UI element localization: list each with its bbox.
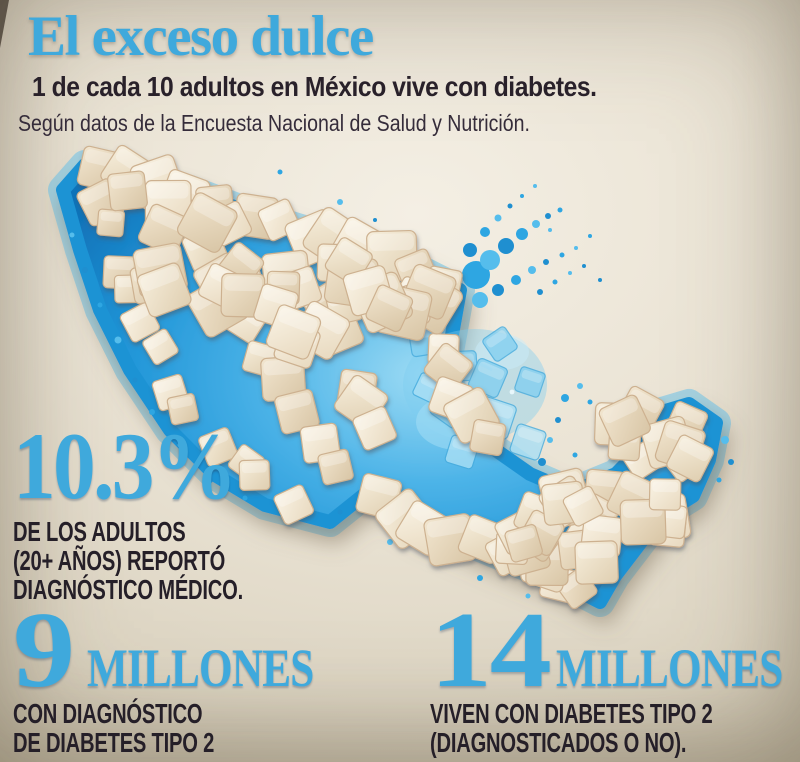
page-title: El exceso dulce	[28, 5, 374, 68]
caption-line: DE DIABETES TIPO 2	[13, 726, 215, 758]
caption-line: (DIAGNOSTICADOS O NO).	[430, 726, 687, 758]
stat-total-value: 14 MILLONES	[430, 591, 800, 710]
stat-diagnosed-caption: CON DIAGNÓSTICO DE DIABETES TIPO 2	[13, 699, 270, 757]
subtitle: 1 de cada 10 adultos en México vive con …	[32, 71, 597, 103]
stat-percentage-value: 10.3%	[13, 413, 237, 519]
sugar-cubes	[76, 144, 714, 610]
caption-line: DE LOS ADULTOS	[13, 516, 186, 547]
stat-percentage-caption: DE LOS ADULTOS (20+ AÑOS) REPORTÓ DIAGNÓ…	[13, 517, 243, 604]
map-svg	[48, 144, 734, 617]
caption-line: CON DIAGNÓSTICO	[13, 697, 203, 729]
splash-droplets	[69, 169, 734, 599]
stat-diagnosed-unit: MILLONES	[87, 638, 314, 698]
source-note: Según datos de la Encuesta Nacional de S…	[18, 110, 530, 137]
header: El exceso dulce 1 de cada 10 adultos en …	[18, 5, 674, 137]
stat-diagnosed-number: 9	[13, 591, 75, 710]
stat-percentage: 10.3% DE LOS ADULTOS (20+ AÑOS) REPORTÓ …	[13, 413, 332, 604]
stat-total-unit: MILLONES	[556, 638, 783, 698]
stat-diagnosed-value: 9 MILLONES	[13, 591, 370, 710]
mexico-sugar-cube-map-illustration	[30, 140, 800, 660]
stat-total-number: 14	[430, 591, 552, 710]
stat-total: 14 MILLONES VIVEN CON DIABETES TIPO 2 (D…	[430, 591, 800, 757]
corner-shadow	[0, 0, 9, 48]
stat-diagnosed: 9 MILLONES CON DIAGNÓSTICO DE DIABETES T…	[13, 591, 370, 757]
stat-total-caption: VIVEN CON DIABETES TIPO 2 (DIAGNOSTICADO…	[430, 699, 725, 757]
caption-line: DIAGNÓSTICO MÉDICO.	[13, 574, 243, 606]
caption-line: VIVEN CON DIABETES TIPO 2	[430, 697, 713, 729]
caption-line: (20+ AÑOS) REPORTÓ	[13, 545, 226, 577]
